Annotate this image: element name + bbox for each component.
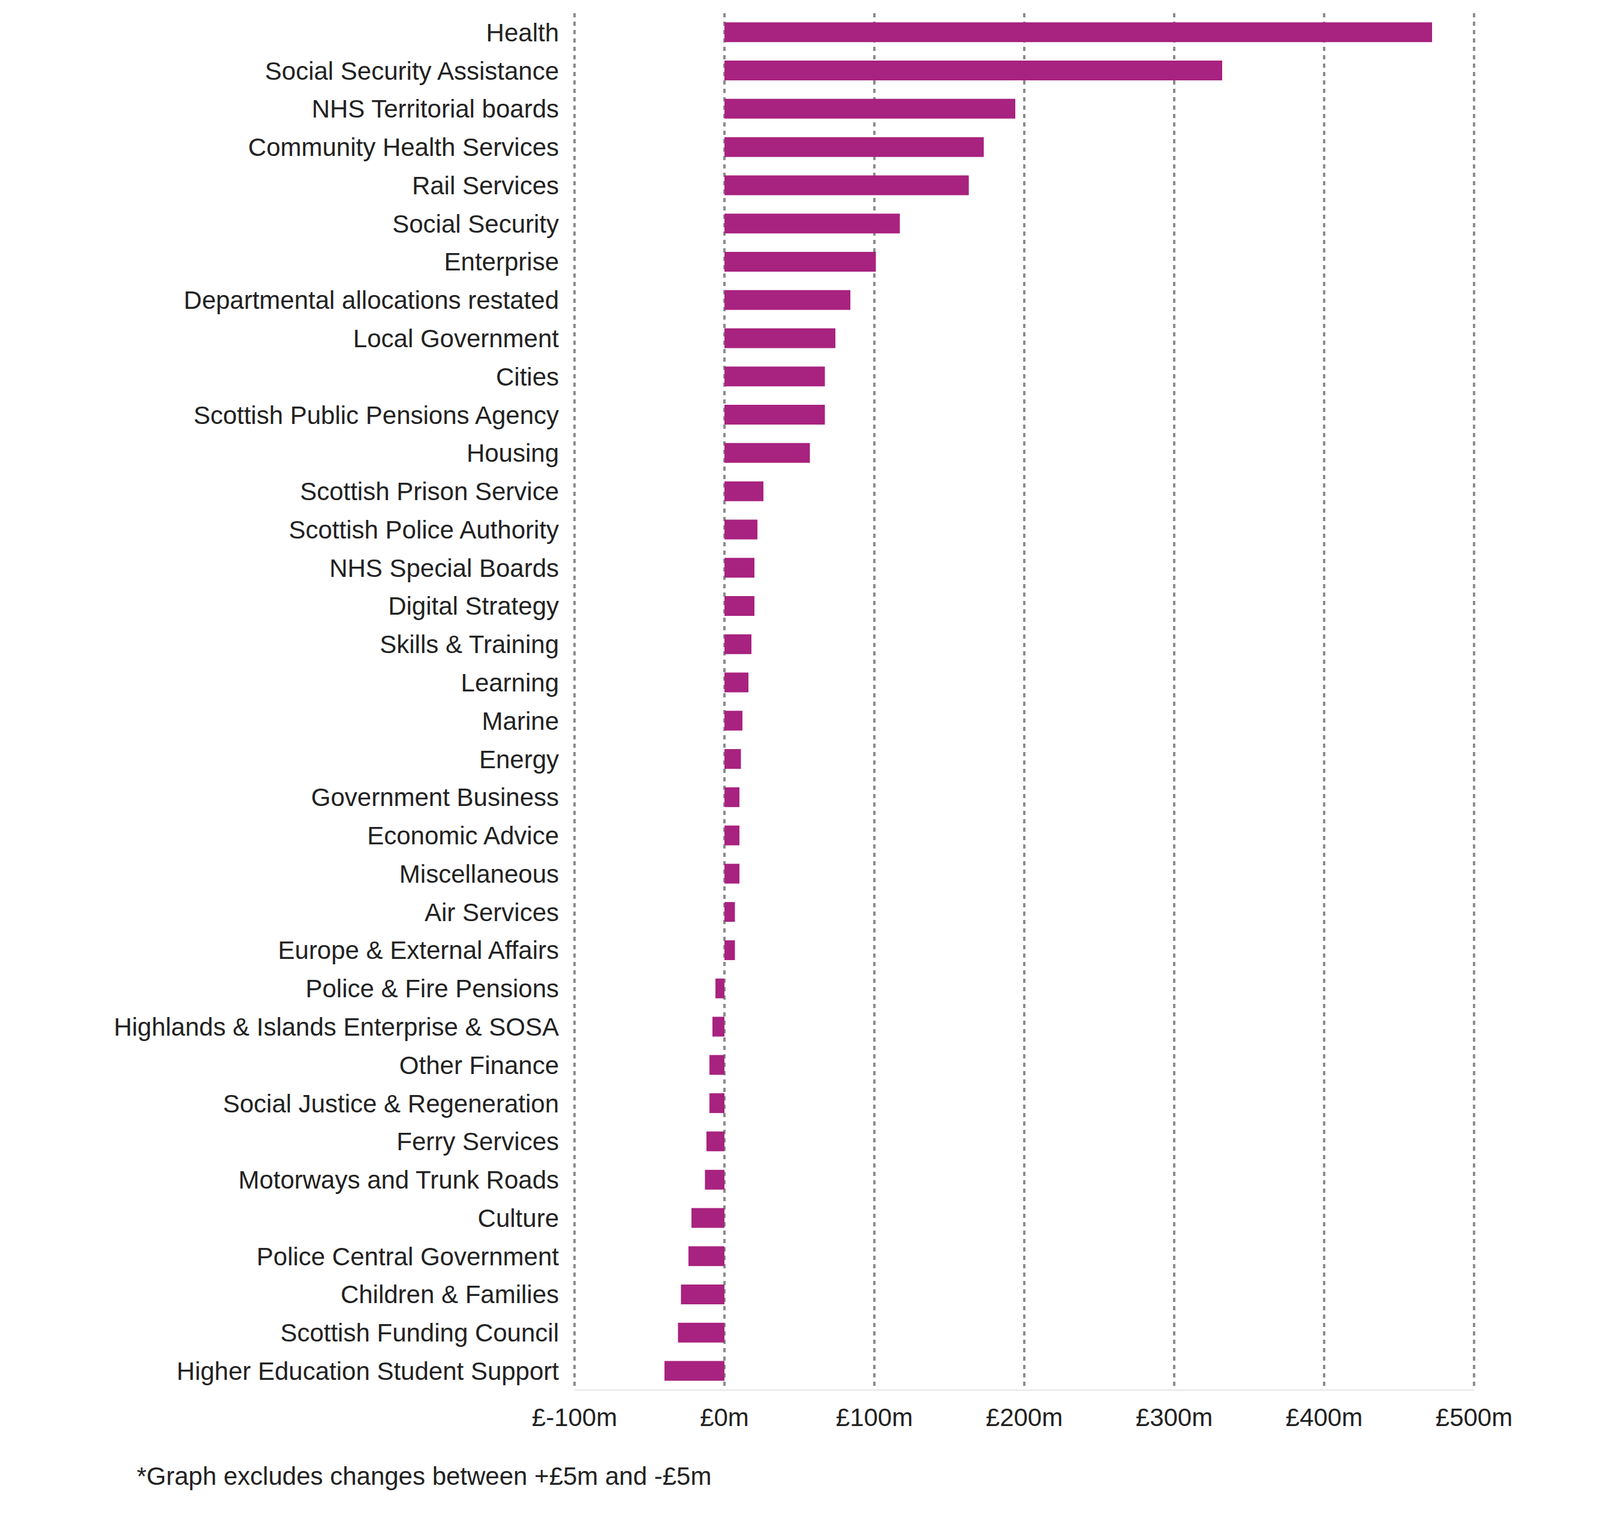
svg-text:£100m: £100m <box>835 1403 913 1432</box>
svg-text:Air Services: Air Services <box>424 898 559 927</box>
svg-text:Miscellaneous: Miscellaneous <box>399 859 559 889</box>
svg-text:Scottish Police Authority: Scottish Police Authority <box>288 515 559 544</box>
svg-text:Government Business: Government Business <box>311 783 559 812</box>
svg-text:Health: Health <box>486 18 559 47</box>
svg-text:Other Finance: Other Finance <box>399 1051 559 1080</box>
svg-text:£0m: £0m <box>699 1403 750 1432</box>
svg-text:Marine: Marine <box>482 707 559 736</box>
svg-text:Digital Strategy: Digital Strategy <box>388 591 559 621</box>
svg-text:Social Security: Social Security <box>392 209 559 239</box>
svg-text:NHS Territorial boards: NHS Territorial boards <box>311 94 559 123</box>
svg-text:Economic Advice: Economic Advice <box>367 821 559 850</box>
svg-text:Enterprise: Enterprise <box>444 247 559 276</box>
svg-text:£200m: £200m <box>985 1403 1063 1432</box>
svg-text:Cities: Cities <box>495 362 559 392</box>
svg-text:Learning: Learning <box>461 668 559 697</box>
svg-text:Skills & Training: Skills & Training <box>379 630 559 659</box>
svg-text:Higher Education Student Suppo: Higher Education Student Support <box>176 1357 560 1386</box>
svg-text:£400m: £400m <box>1285 1403 1363 1432</box>
svg-text:Motorways and Trunk Roads: Motorways and Trunk Roads <box>238 1165 559 1195</box>
svg-text:Europe & External Affairs: Europe & External Affairs <box>278 936 559 965</box>
html-text:*Graph excludes changes betwee: *Graph excludes changes between +£5m and… <box>136 1462 712 1491</box>
svg-text:Energy: Energy <box>479 745 559 774</box>
svg-text:Scottish Public Pensions Agenc: Scottish Public Pensions Agency <box>193 401 559 430</box>
svg-text:Social Justice & Regeneration: Social Justice & Regeneration <box>223 1089 559 1118</box>
svg-text:Ferry Services: Ferry Services <box>396 1127 559 1156</box>
svg-text:£-100m: £-100m <box>531 1403 618 1432</box>
svg-text:Children & Families: Children & Families <box>340 1280 559 1309</box>
svg-text:Culture: Culture <box>477 1204 559 1233</box>
svg-text:£500m: £500m <box>1435 1403 1513 1432</box>
svg-text:Local Government: Local Government <box>353 324 560 353</box>
svg-text:Social Security Assistance: Social Security Assistance <box>265 56 559 86</box>
svg-text:Housing: Housing <box>466 438 559 468</box>
svg-text:Police Central Government: Police Central Government <box>256 1242 560 1271</box>
svg-text:£300m: £300m <box>1135 1403 1213 1432</box>
svg-text:Scottish Funding Council: Scottish Funding Council <box>280 1318 559 1347</box>
svg-text:NHS Special Boards: NHS Special Boards <box>329 554 559 583</box>
svg-text:Scottish Prison Service: Scottish Prison Service <box>299 477 559 506</box>
svg-text:Rail Services: Rail Services <box>411 171 559 200</box>
svg-text:Highlands & Islands Enterprise: Highlands & Islands Enterprise & SOSA <box>113 1012 559 1042</box>
svg-text:Departmental allocations resta: Departmental allocations restated <box>183 286 559 315</box>
svg-text:Community Health Services: Community Health Services <box>248 133 559 162</box>
svg-text:Police & Fire Pensions: Police & Fire Pensions <box>305 974 559 1003</box>
